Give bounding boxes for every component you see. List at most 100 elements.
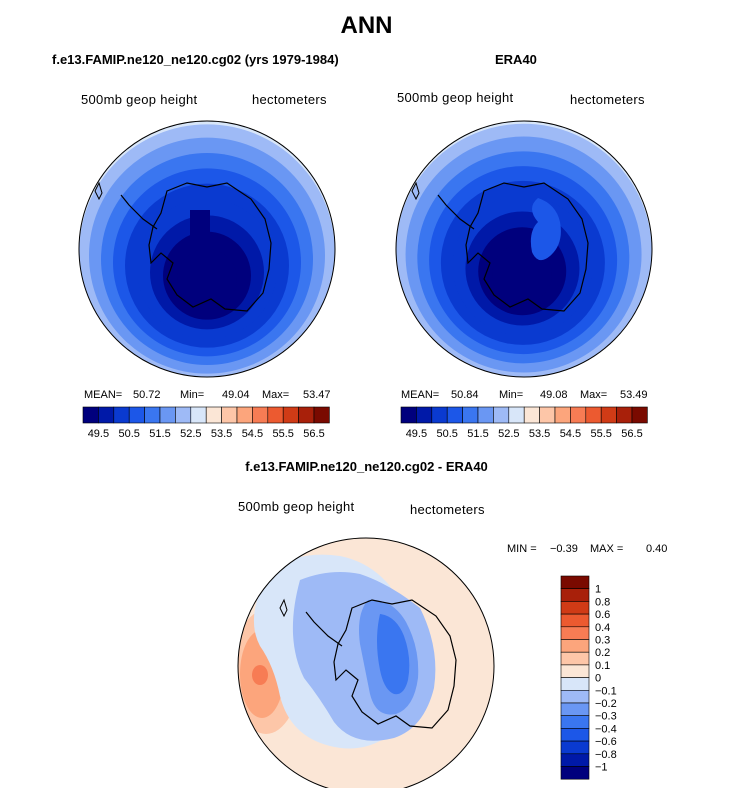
right-colorbar-swatch: [631, 406, 648, 424]
right-colorbar-tick-label: 54.5: [560, 428, 581, 440]
left-min-value: 49.04: [222, 389, 250, 401]
left-colorbar-swatch: [236, 406, 253, 424]
right-colorbar-swatch: [508, 406, 525, 424]
left-colorbar-swatch: [298, 406, 315, 424]
right-colorbar-swatch: [493, 406, 510, 424]
figure-title: ANN: [340, 12, 393, 39]
left-map-border: [78, 120, 336, 378]
left-min-label: Min=: [180, 389, 205, 401]
right-colorbar-swatch: [446, 406, 463, 424]
right-polar-map: [396, 121, 652, 377]
right-colorbar-swatch: [477, 406, 494, 424]
right-colorbar-tick-label: 50.5: [436, 428, 457, 440]
diff-map-antarctica-coastline: [333, 599, 457, 729]
diff-colorbar-tick-label: 0.2: [595, 647, 610, 659]
diff-min-value: −0.39: [550, 543, 578, 555]
diff-colorbar-tick-label: 0: [595, 673, 601, 685]
diff-colorbar-swatch: [560, 664, 590, 678]
diff-colorbar-swatch: [560, 715, 590, 729]
diff-colorbar-tick-label: −0.1: [595, 685, 617, 697]
right-map-antarctica-coastline: [465, 182, 589, 312]
diff-map-contour-feature: [252, 665, 268, 685]
right-mean-value: 50.84: [451, 389, 479, 401]
left-colorbar-tick-label: 49.5: [88, 428, 109, 440]
left-variable-label: 500mb geop height: [81, 92, 198, 107]
right-colorbar-tick-label: 53.5: [529, 428, 550, 440]
difference-panel-title: f.e13.FAMIP.ne120_ne120.cg02 - ERA40: [245, 459, 488, 474]
diff-colorbar-swatch: [560, 753, 590, 767]
diff-colorbar-swatch: [560, 702, 590, 716]
diff-colorbar-tick-label: 0.3: [595, 635, 610, 647]
right-min-label: Min=: [499, 389, 524, 401]
right-max-label: Max=: [580, 389, 608, 401]
right-colorbar-swatch: [554, 406, 571, 424]
left-colorbar-swatch: [282, 406, 299, 424]
diff-colorbar-tick-label: −0.3: [595, 711, 617, 723]
right-colorbar-swatch: [462, 406, 479, 424]
right-map-contour-band: [492, 244, 552, 304]
right-colorbar-tick-label: 56.5: [621, 428, 642, 440]
left-units-label: hectometers: [252, 92, 327, 107]
left-map-antarctic-peninsula: [120, 194, 158, 230]
left-colorbar-swatch: [128, 406, 145, 424]
diff-map-antarctic-peninsula: [305, 611, 343, 647]
left-colorbar-swatch: [175, 406, 192, 424]
diff-max-value: 0.40: [646, 543, 668, 555]
left-colorbar: 49.5 50.5 51.5 52.5 53.5 54.5 55.5 56.5: [82, 406, 330, 440]
right-variable-label: 500mb geop height: [397, 90, 514, 105]
diff-colorbar-swatch: [560, 601, 590, 615]
right-colorbar: 49.5 50.5 51.5 52.5 53.5 54.5 55.5 56.5: [400, 406, 648, 440]
diff-colorbar-tick-label: −0.8: [595, 749, 617, 761]
left-mean-value: 50.72: [133, 389, 161, 401]
difference-map-border: [237, 537, 495, 788]
left-colorbar-swatch: [221, 406, 238, 424]
right-colorbar-swatch: [600, 406, 617, 424]
diff-colorbar-tick-label: 0.1: [595, 660, 610, 672]
left-max-value: 53.47: [303, 389, 331, 401]
right-colorbar-swatch: [400, 406, 417, 424]
left-colorbar-swatch: [159, 406, 176, 424]
right-colorbar-swatch: [431, 406, 448, 424]
diff-colorbar-swatch: [560, 689, 590, 704]
left-panel-title: f.e13.FAMIP.ne120_ne120.cg02 (yrs 1979-1…: [52, 52, 339, 67]
left-colorbar-tick-label: 56.5: [303, 428, 324, 440]
right-units-label: hectometers: [570, 92, 645, 107]
left-colorbar-tick-label: 50.5: [118, 428, 139, 440]
left-map-contour-band: [177, 249, 237, 309]
left-colorbar-swatch: [313, 406, 330, 424]
left-colorbar-tick-label: 52.5: [180, 428, 201, 440]
right-min-value: 49.08: [540, 389, 568, 401]
left-colorbar-tick-label: 51.5: [149, 428, 170, 440]
diff-colorbar-swatch: [560, 575, 590, 589]
diff-colorbar-tick-label: 0.8: [595, 596, 610, 608]
right-colorbar-swatch: [539, 406, 556, 424]
left-colorbar-tick-label: 53.5: [211, 428, 232, 440]
diff-min-label: MIN =: [507, 543, 537, 555]
diff-max-label: MAX =: [590, 543, 624, 555]
right-colorbar-swatch: [416, 406, 433, 424]
left-colorbar-swatch: [252, 406, 269, 424]
left-max-label: Max=: [262, 389, 290, 401]
left-colorbar-swatch: [205, 406, 222, 424]
left-colorbar-swatch: [190, 406, 207, 424]
left-colorbar-swatch: [267, 406, 284, 424]
left-colorbar-swatch: [82, 406, 99, 424]
diff-colorbar-tick-label: −1: [595, 762, 608, 774]
diff-colorbar-swatch: [560, 613, 590, 628]
right-panel-title: ERA40: [495, 52, 537, 67]
right-colorbar-swatch: [585, 406, 602, 424]
right-colorbar-swatch: [570, 406, 587, 424]
difference-colorbar: 10.80.60.40.30.20.10−0.1−0.2−0.3−0.4−0.6…: [560, 575, 617, 780]
right-map-antarctic-peninsula: [437, 194, 475, 230]
diff-colorbar-swatch: [560, 677, 590, 691]
right-colorbar-tick-label: 55.5: [590, 428, 611, 440]
left-colorbar-swatch: [144, 406, 161, 424]
diff-units-label: hectometers: [410, 502, 485, 517]
right-map-south-america-tip: [411, 181, 420, 201]
diff-variable-label: 500mb geop height: [238, 499, 355, 514]
diff-colorbar-swatch: [560, 626, 590, 640]
diff-colorbar-swatch: [560, 588, 590, 602]
diff-colorbar-swatch: [560, 740, 590, 755]
diff-colorbar-swatch: [560, 766, 590, 780]
